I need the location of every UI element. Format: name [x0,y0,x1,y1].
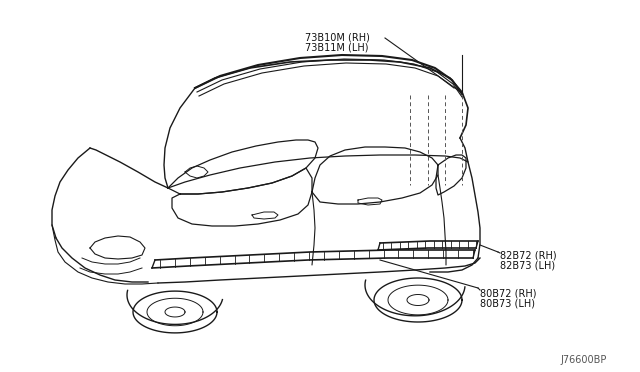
Text: 80B72 (RH): 80B72 (RH) [480,288,536,298]
Text: 80B73 (LH): 80B73 (LH) [480,298,535,308]
Text: 73B10M (RH): 73B10M (RH) [305,33,370,43]
Text: 73B11M (LH): 73B11M (LH) [305,43,369,53]
Text: J76600BP: J76600BP [560,355,606,365]
Text: 82B73 (LH): 82B73 (LH) [500,260,555,270]
Text: 82B72 (RH): 82B72 (RH) [500,250,557,260]
